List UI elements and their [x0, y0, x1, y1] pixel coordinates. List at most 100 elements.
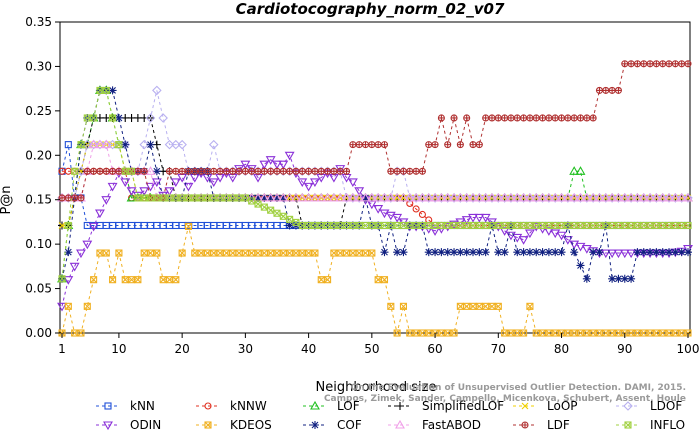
data-point-cross	[507, 114, 514, 121]
data-point-cross	[355, 249, 363, 257]
data-point	[260, 193, 269, 202]
data-point-cross	[103, 168, 110, 175]
data-point-cross	[469, 222, 477, 229]
data-point-cross	[267, 206, 275, 214]
data-point-cross	[128, 276, 135, 284]
data-point	[393, 329, 401, 337]
data-point-cross	[286, 168, 293, 175]
x-tick-label: 20	[175, 342, 190, 356]
data-point-cross	[311, 222, 319, 229]
data-point	[164, 187, 175, 196]
data-point-cross	[235, 249, 243, 257]
x-tick-label: 30	[238, 342, 253, 356]
data-point-cross	[255, 168, 262, 175]
data-point	[399, 248, 408, 257]
data-point	[638, 193, 649, 203]
data-point	[101, 139, 112, 150]
x-tick-label: 90	[617, 342, 632, 356]
data-point-cross	[229, 194, 237, 202]
data-point-cross	[178, 249, 186, 257]
data-point-cross	[298, 249, 306, 257]
data-point-cross	[59, 194, 65, 201]
data-point-cross	[349, 249, 357, 257]
data-point-cross	[596, 329, 603, 337]
data-point	[368, 249, 376, 257]
data-point	[400, 194, 407, 202]
legend-label: ODIN	[130, 418, 161, 432]
legend-label: LDF	[547, 418, 570, 432]
data-point	[449, 193, 459, 203]
data-point-cross	[83, 302, 91, 310]
data-point-cross	[197, 194, 205, 202]
data-point	[139, 187, 150, 196]
data-point	[120, 178, 131, 188]
data-point	[665, 248, 674, 257]
data-point	[570, 248, 579, 257]
data-point-cross	[172, 276, 180, 284]
x-tick-label: 1	[58, 342, 66, 356]
data-point	[311, 421, 319, 429]
data-point-cross	[349, 222, 357, 229]
data-point-cross	[659, 329, 667, 337]
data-point	[279, 193, 288, 202]
data-point	[537, 193, 548, 203]
data-point-cross	[248, 197, 256, 205]
data-point	[638, 192, 649, 202]
data-point	[575, 192, 586, 202]
data-point-cross	[488, 222, 496, 229]
data-point	[614, 274, 623, 283]
data-point	[430, 193, 440, 203]
data-point-cross	[684, 222, 692, 229]
data-point	[575, 166, 586, 175]
legend-label: kNNW	[230, 399, 267, 413]
data-point-cross	[608, 329, 616, 337]
data-point-cross	[77, 141, 85, 149]
data-point-cross	[444, 141, 451, 148]
data-point-cross	[602, 87, 609, 94]
data-point	[531, 193, 542, 203]
data-point	[379, 209, 390, 219]
data-point	[76, 249, 86, 259]
data-point	[461, 192, 472, 202]
data-point-cross	[387, 222, 395, 229]
data-point-cross	[488, 114, 495, 121]
data-point	[487, 192, 497, 202]
data-point	[677, 248, 686, 257]
data-point	[424, 248, 433, 257]
data-point	[474, 213, 485, 223]
data-point	[134, 276, 142, 284]
data-point-cross	[602, 222, 610, 229]
data-point	[430, 227, 441, 236]
data-point	[208, 178, 219, 188]
data-point	[158, 113, 168, 123]
data-point	[259, 160, 270, 170]
data-point	[499, 192, 510, 202]
data-point	[538, 248, 547, 257]
data-point-cross	[634, 329, 641, 337]
data-point	[83, 302, 91, 310]
data-point	[469, 248, 478, 257]
data-point-cross	[564, 114, 571, 121]
data-point-cross	[678, 222, 686, 229]
data-point-cross	[412, 329, 420, 337]
data-point-cross	[305, 249, 312, 257]
data-point-cross	[279, 212, 287, 220]
data-point-cross	[634, 60, 641, 67]
data-point-cross	[71, 329, 79, 337]
data-point	[537, 192, 548, 202]
data-point	[620, 274, 629, 283]
x-axis: 1 10 20 30 40 50 60 70 80 90 100	[58, 333, 699, 356]
data-point	[506, 192, 516, 202]
data-point-cross	[191, 249, 199, 257]
data-point-cross	[242, 168, 249, 175]
plot-area	[57, 21, 693, 337]
data-point-cross	[596, 87, 603, 94]
data-point-cross	[438, 222, 445, 229]
data-point	[449, 192, 459, 202]
data-point	[676, 193, 687, 203]
data-point-cross	[374, 276, 382, 284]
data-point	[520, 329, 528, 337]
data-point-cross	[570, 329, 578, 337]
data-point-cross	[589, 329, 597, 337]
data-point	[639, 248, 648, 257]
